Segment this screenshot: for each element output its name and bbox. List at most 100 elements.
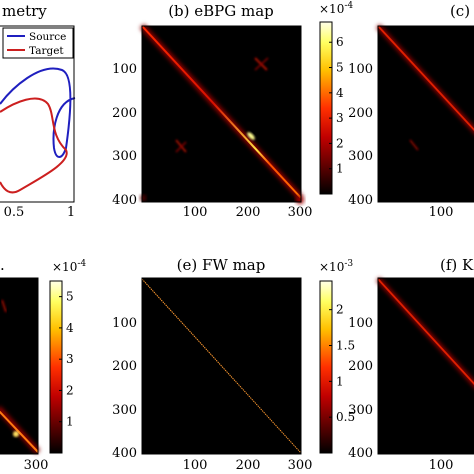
panel-b-axes bbox=[141, 25, 302, 203]
panel-a-axes bbox=[0, 25, 75, 203]
panel-b-yticks: 100 200 300 400 bbox=[112, 62, 137, 208]
panel-b-xtick-200: 200 bbox=[236, 205, 261, 220]
panel-f-axes bbox=[377, 277, 474, 455]
panel-d-xtick-300: 300 bbox=[24, 458, 49, 473]
target-curve bbox=[0, 97, 68, 194]
panel-b-colorbar-fill bbox=[319, 21, 333, 195]
panel-d-arc bbox=[1, 299, 7, 313]
panel-b-title: (b) eBPG map bbox=[168, 2, 274, 20]
panel-b-ytick-200: 200 bbox=[112, 106, 137, 121]
panel-f-ytick-100: 100 bbox=[348, 316, 373, 331]
colorbar-tick-label: 6 bbox=[336, 35, 344, 49]
panel-e-diagonal bbox=[141, 278, 302, 454]
panel-d-title-fragment: . bbox=[0, 256, 5, 274]
colorbar-tick-label: 5 bbox=[66, 290, 74, 304]
panel-d-colorbar: ×10-4 1 2 3 4 5 bbox=[49, 259, 86, 454]
panel-b-hotspot bbox=[247, 132, 255, 140]
panel-e-ytick-200: 200 bbox=[112, 359, 137, 374]
colorbar-tick-label: 2 bbox=[336, 303, 344, 317]
panel-b-colorbar-ticks: 1 2 3 4 5 6 bbox=[329, 35, 344, 176]
panel-d-colorbar-ticks: 1 2 3 4 5 bbox=[59, 290, 74, 429]
panel-c-ytick-200: 200 bbox=[348, 106, 373, 121]
panel-e-xtick-300: 300 bbox=[288, 458, 313, 473]
panel-c-arc bbox=[409, 139, 419, 151]
panel-a-xtick-0.5: 0.5 bbox=[4, 205, 25, 220]
panel-b-ytick-100: 100 bbox=[112, 62, 137, 77]
panel-e: (e) FW map 100 200 300 400 100 200 300 ×… bbox=[112, 256, 355, 473]
panel-b-arc-lower-b bbox=[175, 141, 187, 153]
panel-b-ytick-300: 300 bbox=[112, 149, 137, 164]
panel-e-xtick-200: 200 bbox=[236, 458, 261, 473]
panel-e-ytick-400: 400 bbox=[112, 446, 137, 461]
colorbar-tick-label: 2 bbox=[66, 383, 74, 397]
panel-e-axes bbox=[141, 277, 302, 455]
panel-e-ytick-100: 100 bbox=[112, 316, 137, 331]
panel-b-xtick-300: 300 bbox=[288, 205, 313, 220]
panel-a-legend: Source Target bbox=[2, 27, 74, 59]
panel-c-yticks: 100 200 300 400 bbox=[348, 62, 373, 208]
colorbar-tick-label: 1 bbox=[336, 374, 344, 388]
panel-b-colorbar-exponent: ×10-4 bbox=[319, 1, 353, 16]
colorbar-tick-label: 1 bbox=[336, 162, 344, 176]
panel-a-title: metry bbox=[2, 2, 47, 20]
panel-b-marks bbox=[139, 23, 304, 204]
panel-c-ytick-300: 300 bbox=[348, 149, 373, 164]
panel-e-colorbar-ticks: 0.5 1 1.5 2 bbox=[329, 303, 355, 424]
panel-d-hotspot bbox=[13, 431, 19, 437]
panel-b-corner-glow-2 bbox=[140, 195, 146, 201]
panel-e-xticks: 100 200 300 bbox=[183, 458, 313, 473]
panel-b-xticks: 100 200 300 bbox=[183, 205, 313, 220]
panel-b-corner-glow bbox=[296, 196, 304, 204]
panel-f: (f) KL 100 200 300 400 100 bbox=[348, 256, 474, 473]
panel-f-yticks: 100 200 300 400 bbox=[348, 316, 373, 461]
source-curve bbox=[0, 67, 76, 158]
panel-d-colorbar-fill bbox=[49, 280, 63, 454]
colorbar-tick-label: 3 bbox=[336, 111, 344, 125]
panel-c-xtick-100: 100 bbox=[429, 205, 454, 220]
panel-c-ytick-400: 400 bbox=[348, 193, 373, 208]
panel-f-xtick-100: 100 bbox=[429, 458, 454, 473]
panel-d-heatmap bbox=[0, 278, 38, 454]
panel-d: . 300 ×10-4 1 2 3 4 5 bbox=[0, 256, 86, 473]
colorbar-tick-label: 0.5 bbox=[336, 410, 355, 424]
panel-d-axes bbox=[0, 277, 39, 455]
panel-e-colorbar-exponent: ×10-3 bbox=[319, 259, 353, 274]
colorbar-tick-label: 3 bbox=[66, 352, 74, 366]
legend-box bbox=[2, 27, 74, 59]
colorbar-tick-label: 5 bbox=[336, 61, 344, 75]
panel-b-ytick-400: 400 bbox=[112, 193, 137, 208]
panel-e-colorbar: ×10-3 0.5 1 1.5 2 bbox=[319, 259, 355, 454]
panel-f-ytick-300: 300 bbox=[348, 403, 373, 418]
panel-e-ytick-300: 300 bbox=[112, 403, 137, 418]
panel-a: metry Source Target 0.5 1 bbox=[0, 2, 76, 220]
panel-b-xtick-100: 100 bbox=[183, 205, 208, 220]
panel-d-colorbar-exponent: ×10-4 bbox=[52, 259, 86, 274]
panel-f-ytick-200: 200 bbox=[348, 359, 373, 374]
panel-e-colorbar-fill bbox=[319, 280, 333, 454]
panel-c-diagonal bbox=[377, 25, 474, 132]
panel-e-xtick-100: 100 bbox=[183, 458, 208, 473]
panel-f-ytick-400: 400 bbox=[348, 446, 373, 461]
panel-b: (b) eBPG map 100 200 300 400 100 200 300 bbox=[112, 1, 353, 220]
legend-target-label: Target bbox=[29, 45, 64, 57]
panel-e-title: (e) FW map bbox=[177, 256, 266, 274]
panel-f-diagonal bbox=[377, 278, 474, 385]
panel-f-title: (f) KL bbox=[440, 256, 474, 274]
legend-source-label: Source bbox=[29, 31, 66, 43]
panel-c-ytick-100: 100 bbox=[348, 62, 373, 77]
panel-c-axes bbox=[377, 25, 474, 203]
panel-c: (c) 100 200 300 400 100 bbox=[348, 2, 474, 220]
colorbar-tick-label: 4 bbox=[336, 86, 344, 100]
panel-b-arc-upper-b bbox=[254, 57, 269, 71]
colorbar-tick-label: 2 bbox=[336, 136, 344, 150]
panel-c-title: (c) bbox=[450, 2, 470, 20]
panel-e-yticks: 100 200 300 400 bbox=[112, 316, 137, 461]
colorbar-tick-label: 1.5 bbox=[336, 339, 355, 353]
panel-b-colorbar: ×10-4 1 2 3 4 5 6 bbox=[319, 1, 353, 195]
panel-a-xtick-1: 1 bbox=[67, 205, 75, 220]
panel-d-diagonal bbox=[0, 410, 39, 453]
panel-b-diagonal bbox=[141, 25, 302, 199]
colorbar-tick-label: 1 bbox=[66, 415, 74, 429]
colorbar-tick-label: 4 bbox=[66, 321, 74, 335]
